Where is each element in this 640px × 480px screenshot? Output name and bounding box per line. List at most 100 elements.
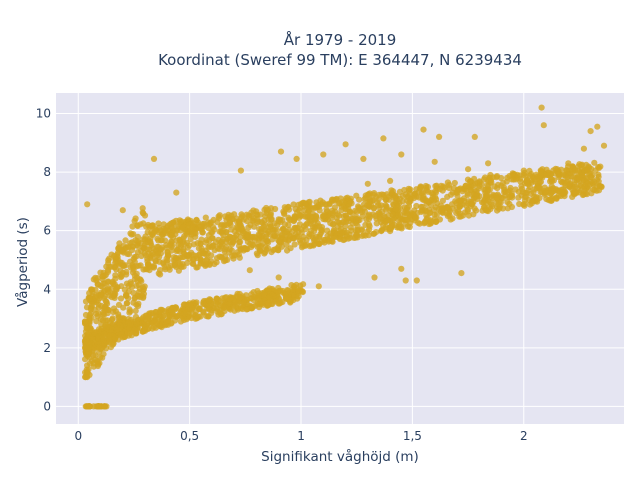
- data-point: [547, 176, 555, 183]
- data-point: [303, 241, 310, 248]
- data-point: [101, 306, 108, 313]
- data-point: [398, 265, 405, 272]
- data-point: [405, 185, 412, 192]
- data-point: [208, 219, 215, 226]
- data-point: [97, 354, 104, 361]
- data-point: [173, 189, 180, 196]
- data-point: [236, 254, 243, 261]
- data-point: [571, 188, 579, 195]
- data-point: [538, 104, 545, 111]
- data-point: [402, 216, 410, 224]
- data-point: [324, 232, 331, 239]
- data-point: [284, 287, 291, 294]
- data-point: [320, 213, 327, 220]
- data-point: [376, 209, 383, 216]
- data-point: [155, 220, 162, 227]
- data-point: [565, 182, 572, 189]
- data-point: [539, 166, 546, 173]
- data-point: [149, 231, 156, 238]
- data-point: [346, 200, 353, 207]
- data-point: [373, 215, 380, 222]
- data-point: [126, 306, 133, 313]
- x-axis-title: Signifikant våghöjd (m): [261, 448, 419, 465]
- data-point: [169, 309, 176, 316]
- data-point: [521, 194, 529, 201]
- data-point: [223, 228, 230, 236]
- data-point: [275, 300, 282, 307]
- data-point: [385, 196, 392, 203]
- data-point: [315, 283, 322, 290]
- data-point: [453, 209, 460, 216]
- data-point: [233, 231, 240, 238]
- data-point: [121, 286, 128, 293]
- data-point: [130, 289, 137, 297]
- data-point: [296, 214, 303, 221]
- data-point: [426, 210, 433, 217]
- data-point: [174, 226, 181, 233]
- data-point: [472, 192, 479, 199]
- data-point: [412, 214, 419, 221]
- data-point: [132, 307, 139, 314]
- data-point: [329, 221, 336, 228]
- data-point: [438, 182, 445, 189]
- data-point: [133, 274, 141, 281]
- data-point: [293, 225, 300, 233]
- data-point: [391, 195, 398, 202]
- data-point: [427, 220, 434, 227]
- data-point: [329, 210, 336, 217]
- data-point: [521, 200, 528, 208]
- data-point: [110, 293, 117, 300]
- data-point: [88, 357, 95, 365]
- grid-lines: [56, 93, 624, 424]
- data-point: [105, 257, 112, 264]
- data-point: [472, 207, 480, 214]
- data-point: [378, 227, 385, 234]
- data-point: [365, 212, 372, 219]
- data-point: [470, 198, 477, 206]
- data-point: [462, 182, 470, 189]
- data-point: [555, 188, 562, 195]
- data-point: [106, 335, 113, 343]
- data-point: [128, 332, 135, 339]
- data-point: [352, 207, 359, 214]
- data-point: [281, 204, 288, 211]
- data-point: [365, 198, 372, 205]
- data-point: [523, 177, 531, 184]
- data-point: [366, 223, 373, 230]
- data-point: [488, 179, 495, 186]
- data-point: [373, 229, 380, 236]
- data-point: [456, 203, 464, 210]
- data-point: [373, 220, 380, 227]
- data-point: [86, 371, 93, 378]
- x-tick-label: 0,5: [180, 429, 199, 443]
- data-point: [152, 258, 159, 265]
- data-point: [312, 212, 320, 219]
- data-point: [142, 324, 149, 331]
- y-tick-label: 0: [43, 399, 51, 413]
- data-point: [168, 232, 175, 239]
- data-point: [118, 331, 125, 338]
- data-point: [581, 187, 588, 194]
- data-point: [257, 298, 265, 305]
- data-point: [255, 292, 262, 299]
- data-point: [516, 200, 523, 208]
- data-point: [382, 206, 389, 213]
- data-point: [364, 180, 371, 187]
- data-point: [267, 231, 274, 238]
- data-point: [290, 215, 298, 222]
- data-point: [123, 292, 130, 300]
- data-point: [520, 167, 527, 174]
- data-point: [436, 133, 443, 140]
- data-point: [105, 284, 112, 291]
- data-point: [249, 241, 256, 248]
- data-point: [104, 317, 111, 324]
- data-point: [537, 171, 544, 178]
- data-point: [266, 224, 273, 231]
- data-point: [209, 235, 216, 242]
- data-point: [433, 218, 440, 225]
- data-point: [518, 183, 525, 190]
- data-point: [133, 301, 140, 308]
- data-point: [227, 219, 234, 226]
- x-tick-label: 1,5: [403, 429, 422, 443]
- data-point: [133, 320, 140, 327]
